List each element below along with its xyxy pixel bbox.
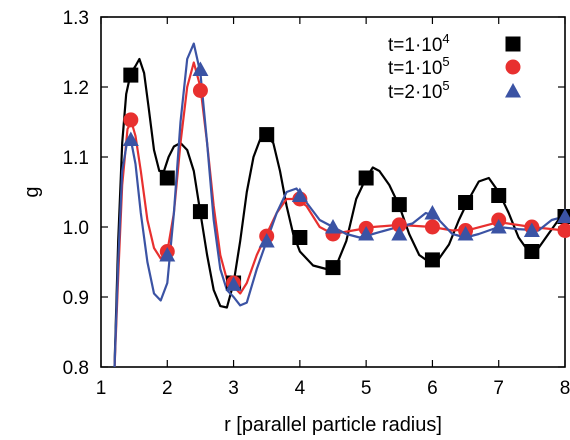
- series-1-marker: [159, 170, 175, 186]
- series-1-marker: [325, 260, 341, 276]
- series-3-marker: [325, 219, 341, 234]
- x-tick-label: 5: [361, 378, 372, 399]
- y-tick-label: 0.9: [63, 288, 89, 309]
- series-3-marker: [490, 219, 507, 234]
- x-axis-title: r [parallel particle radius]: [224, 414, 442, 436]
- series-1-marker: [458, 195, 474, 210]
- series-3-marker: [424, 205, 441, 220]
- series-2-marker: [391, 217, 407, 233]
- series-1-marker: [292, 230, 308, 245]
- series-3-marker: [122, 131, 139, 146]
- series-1-marker: [491, 188, 507, 203]
- series-1-marker: [358, 170, 374, 186]
- series-3-marker: [457, 226, 474, 241]
- legend-label-2: t=1·105: [388, 54, 450, 79]
- series-3-marker: [159, 247, 176, 262]
- series-3-marker: [557, 208, 570, 223]
- series-1-marker: [123, 67, 139, 83]
- series-3-marker: [291, 187, 308, 202]
- plot-frame: [100, 16, 566, 368]
- series-1-marker: [391, 197, 407, 213]
- series-3-line: [113, 42, 565, 367]
- series-1-marker: [524, 244, 540, 259]
- x-tick-label: 1: [96, 378, 107, 399]
- x-tick-label: 7: [493, 378, 504, 399]
- y-tick-label: 0.8: [63, 358, 89, 379]
- y-tick-label: 1.2: [63, 78, 89, 99]
- series-3-marker: [225, 276, 242, 291]
- x-tick-label: 8: [560, 378, 570, 399]
- series-3-marker: [258, 233, 275, 248]
- legend-label-1: t=1·104: [388, 31, 450, 56]
- legend-marker-2: [505, 59, 521, 75]
- y-tick-label: 1.1: [63, 148, 89, 169]
- series-3-marker: [192, 61, 209, 76]
- x-tick-label: 4: [295, 378, 306, 399]
- series-group: [113, 42, 565, 367]
- series-2-marker: [424, 219, 440, 235]
- series-2-marker: [192, 83, 208, 98]
- series-3-marker: [391, 226, 408, 241]
- series-2-marker: [557, 223, 570, 238]
- legend-marker-1: [505, 36, 521, 52]
- series-1-marker: [424, 252, 440, 268]
- series-1-marker: [259, 127, 275, 143]
- x-tick-label: 6: [427, 378, 438, 399]
- x-tick-label: 2: [162, 378, 173, 399]
- ticks-group: 1 2 3 4 5 6 7 8 0.8 0.9 1.0 1.1 1.2 1.3: [63, 8, 570, 399]
- y-axis-title: g: [21, 186, 43, 197]
- y-tick-label: 1.0: [63, 218, 89, 239]
- legend-label-3: t=2·105: [388, 78, 450, 103]
- series-2-marker: [123, 112, 139, 128]
- x-tick-label: 3: [228, 378, 239, 399]
- series-3-marker: [358, 226, 375, 241]
- markers-group: [122, 61, 570, 291]
- series-1-marker: [192, 204, 208, 220]
- series-3-marker: [523, 222, 540, 237]
- y-tick-label: 1.3: [63, 8, 89, 29]
- legend-marker-3: [505, 83, 521, 98]
